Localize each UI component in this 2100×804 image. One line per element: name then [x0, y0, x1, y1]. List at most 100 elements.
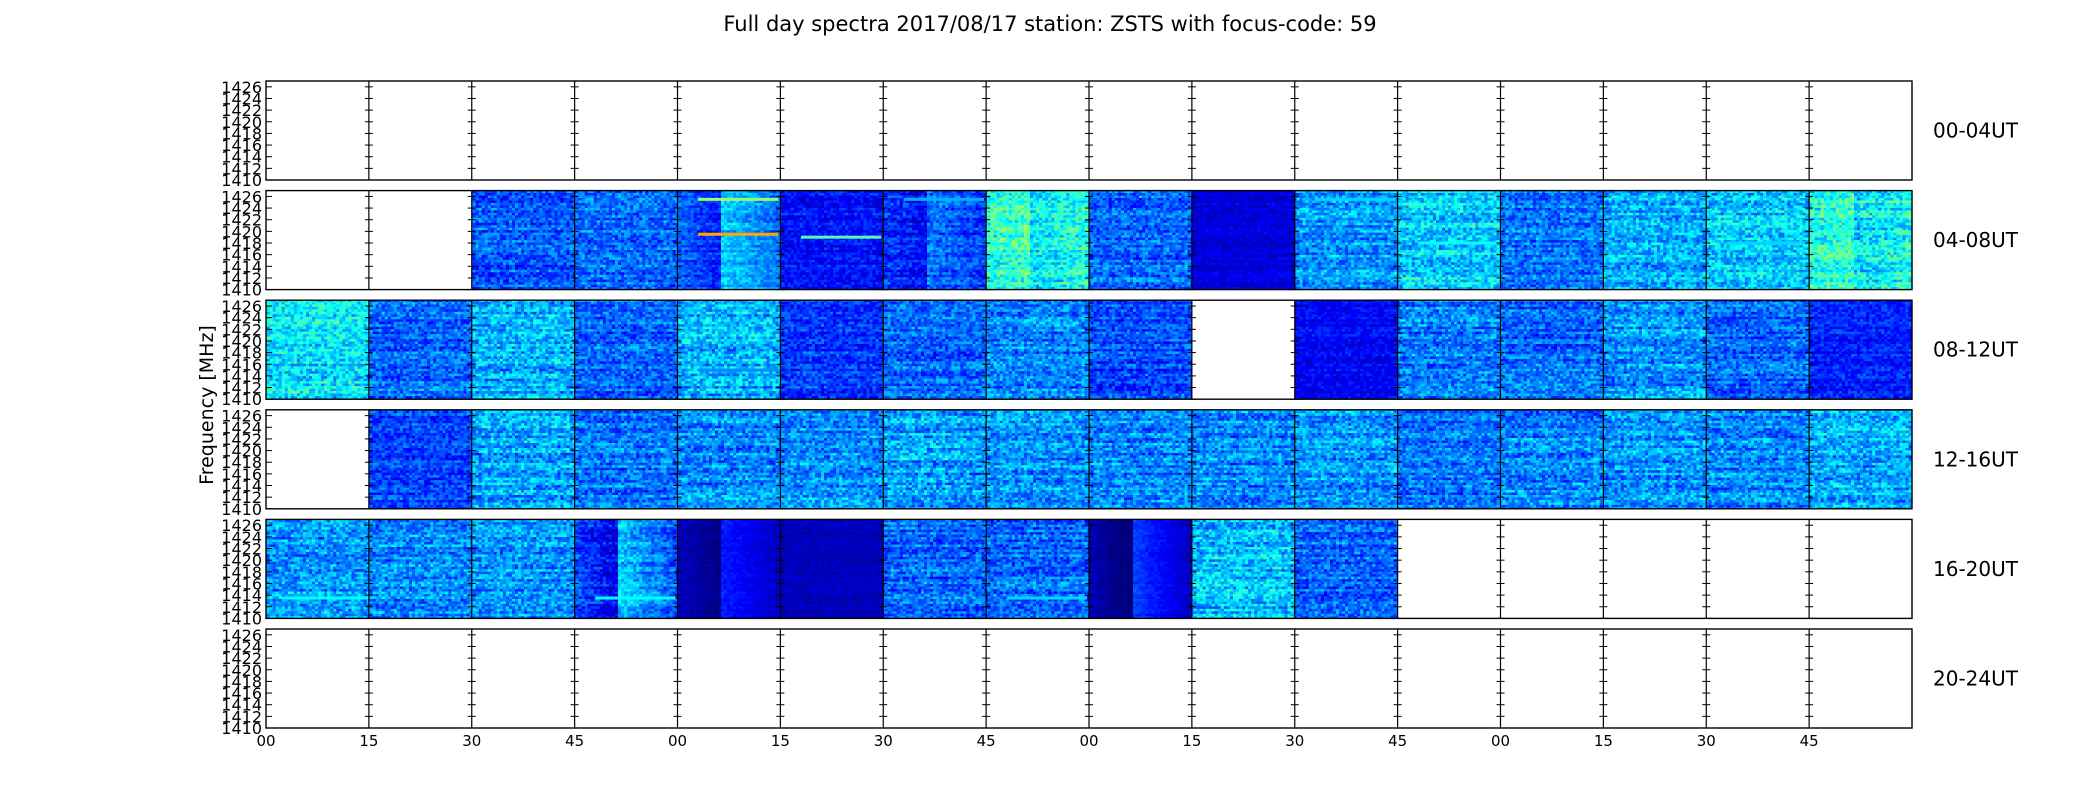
x-tick-label: 00	[256, 732, 275, 750]
spectrum-panel	[1294, 409, 1398, 509]
spectrum-panel	[1294, 300, 1398, 400]
empty-panel	[1089, 629, 1192, 728]
empty-panel	[1706, 629, 1810, 728]
spectrum-panel	[368, 519, 472, 619]
y-tick-label: 1422	[221, 211, 262, 230]
empty-panel	[1294, 81, 1398, 180]
y-tick-label: 1420	[221, 332, 262, 351]
empty-panel	[986, 629, 1090, 728]
x-tick-label: 30	[462, 732, 481, 750]
empty-panel	[1397, 81, 1501, 180]
spectrum-panel	[574, 409, 678, 509]
empty-panel	[883, 629, 987, 728]
y-tick-label: 1412	[221, 598, 262, 617]
y-tick-label: 1416	[221, 136, 262, 155]
empty-panel	[677, 81, 781, 180]
empty-panel	[1603, 519, 1707, 619]
y-tick-label: 1412	[221, 707, 262, 726]
y-tick-label: 1418	[221, 124, 262, 143]
spectrum-panel	[986, 519, 1090, 619]
empty-panel	[780, 81, 884, 180]
spectrum-panel	[1603, 300, 1707, 400]
spectrum-panel	[986, 300, 1090, 400]
y-tick-label: 1424	[221, 89, 262, 108]
row-label: 16-20UT	[1933, 557, 2019, 581]
x-tick-label: 00	[1491, 732, 1510, 750]
y-tick-label: 1412	[221, 488, 262, 507]
spectral-line	[595, 596, 676, 600]
empty-panel	[1500, 81, 1604, 180]
row-frame	[265, 80, 1913, 181]
spectrum-panel	[1397, 300, 1501, 400]
spectral-line	[698, 368, 779, 372]
empty-panel	[1294, 629, 1398, 728]
x-tick-label: 45	[565, 732, 584, 750]
empty-panel	[1809, 629, 1913, 728]
y-tick-label: 1412	[221, 159, 262, 178]
spectrum-panel	[780, 409, 884, 509]
x-tick-label: 30	[874, 732, 893, 750]
row-label: 08-12UT	[1933, 338, 2019, 362]
spectrum-panel	[780, 519, 884, 619]
y-tick-label: 1422	[221, 320, 262, 339]
y-tick-label: 1410	[221, 281, 262, 300]
y-tick-label: 1420	[221, 551, 262, 570]
spectrum-panel	[471, 519, 575, 619]
spectrum-panel	[1397, 190, 1501, 290]
empty-panel	[1603, 629, 1707, 728]
spectrum-panel	[1809, 190, 1913, 290]
empty-panel	[1397, 519, 1501, 619]
y-tick-label: 1424	[221, 637, 262, 656]
y-tick-label: 1420	[221, 222, 262, 241]
spectrum-panel	[1603, 409, 1707, 509]
spectrum-panel	[883, 300, 987, 400]
empty-panel	[986, 81, 1090, 180]
spectrum-panel	[883, 519, 987, 619]
spectral-line	[800, 235, 882, 239]
y-tick-label: 1424	[221, 418, 262, 437]
x-tick-label: 45	[977, 732, 996, 750]
empty-panel	[368, 190, 472, 290]
spectrum-panel	[677, 519, 781, 619]
x-tick-label: 45	[1388, 732, 1407, 750]
y-tick-label: 1410	[221, 390, 262, 409]
spectrum-panel	[574, 519, 678, 619]
spectrum-panel	[780, 190, 884, 290]
y-tick-label: 1426	[221, 407, 262, 426]
y-tick-label: 1422	[221, 649, 262, 668]
empty-panel	[1397, 629, 1501, 728]
empty-panel	[266, 190, 369, 290]
empty-panel	[368, 81, 472, 180]
y-tick-label: 1414	[221, 696, 262, 715]
empty-panel	[471, 81, 575, 180]
row-frame	[265, 189, 1913, 291]
spectrum-panel	[1294, 519, 1398, 619]
spectrum-panel	[471, 409, 575, 509]
empty-panel	[677, 629, 781, 728]
y-tick-label: 1424	[221, 199, 262, 218]
spectrum-panel	[1500, 190, 1604, 290]
spectrum-panel	[883, 190, 987, 290]
spectrum-panel	[1294, 190, 1398, 290]
x-tick-label: 30	[1285, 732, 1304, 750]
spectral-line	[1726, 241, 1808, 245]
y-tick-label: 1414	[221, 477, 262, 496]
empty-panel	[780, 629, 884, 728]
spectrum-panel	[1706, 409, 1810, 509]
row-frame	[265, 299, 1913, 400]
row-frame	[265, 409, 1913, 510]
empty-panel	[368, 629, 472, 728]
empty-panel	[1706, 519, 1810, 619]
spectrum-panel	[883, 409, 987, 509]
y-tick-label: 1416	[221, 684, 262, 703]
spectrum-panel	[368, 300, 472, 400]
empty-panel	[1191, 300, 1295, 400]
y-tick-label: 1416	[221, 465, 262, 484]
y-tick-label: 1410	[221, 171, 262, 190]
y-tick-label: 1420	[221, 113, 262, 132]
spectral-line	[698, 197, 779, 201]
empty-panel	[1809, 81, 1913, 180]
